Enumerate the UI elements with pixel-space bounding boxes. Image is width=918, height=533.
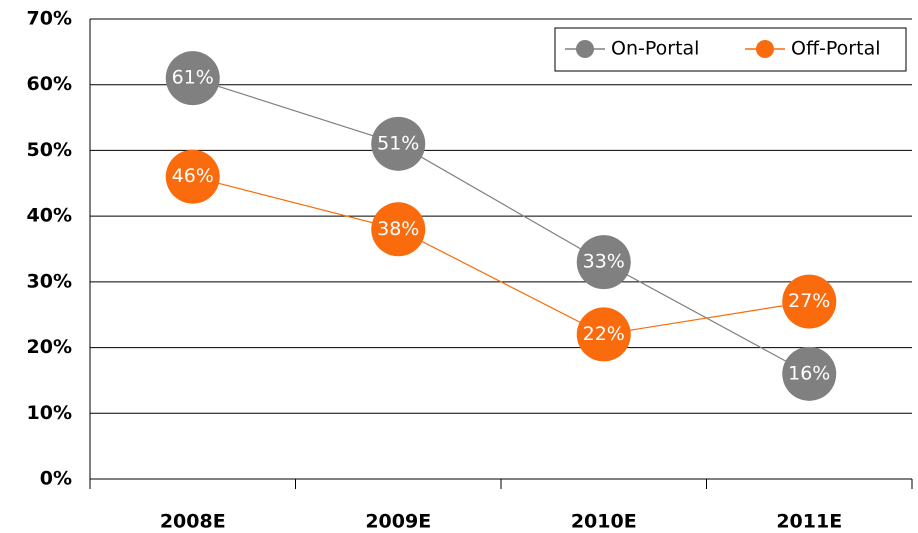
legend-marker [576, 40, 594, 58]
marker [371, 116, 426, 171]
data-label: 61% [172, 67, 214, 89]
marker [165, 51, 220, 106]
y-tick-label: 0% [40, 468, 72, 490]
marker [782, 346, 837, 401]
marker [371, 202, 426, 257]
x-tick-label: 2011E [776, 511, 842, 533]
data-label: 46% [172, 165, 214, 187]
x-tick-label: 2010E [571, 511, 637, 533]
marker [576, 307, 631, 362]
y-tick-label: 30% [27, 270, 72, 292]
series-line [192, 176, 810, 336]
x-tick-label: 2008E [160, 511, 226, 533]
y-tick-label: 70% [27, 8, 72, 30]
y-tick-label: 60% [27, 73, 72, 95]
y-tick-label: 40% [27, 205, 72, 227]
x-tick-label: 2009E [365, 511, 431, 533]
data-label: 33% [583, 251, 625, 273]
legend-label: On-Portal [611, 38, 699, 60]
marker [782, 274, 837, 329]
legend-box [554, 27, 907, 72]
data-label: 22% [583, 323, 625, 345]
data-label: 27% [788, 290, 830, 312]
y-tick-label: 20% [27, 336, 72, 358]
y-tick-label: 50% [27, 139, 72, 161]
legend-label: Off-Portal [791, 38, 881, 60]
data-label: 38% [377, 218, 419, 240]
data-label: 51% [377, 132, 419, 154]
marker [165, 149, 220, 204]
data-label: 16% [788, 362, 830, 384]
y-tick-label: 10% [27, 402, 72, 424]
marker [576, 235, 631, 290]
legend-marker [756, 40, 774, 58]
series-line [192, 77, 810, 375]
